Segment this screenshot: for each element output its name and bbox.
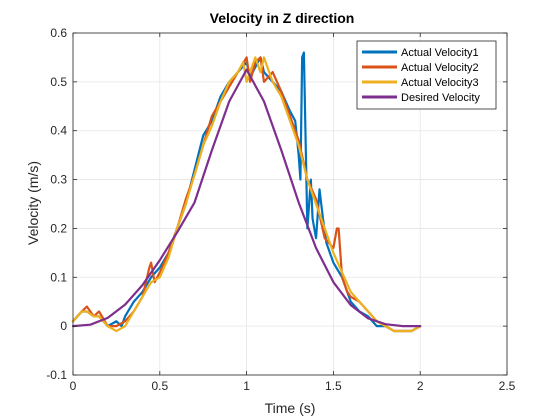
x-tick-label: 2.5: [499, 379, 516, 393]
plot-frame: [72, 32, 508, 376]
series-line-actual-velocity1: [71, 51, 422, 333]
axis-ticks: [72, 32, 508, 376]
series-line-actual-velocity3: [71, 56, 422, 333]
y-tick-label: 0.3: [50, 173, 67, 187]
y-tick-label: 0: [60, 319, 67, 333]
x-tick-label: 0: [70, 379, 77, 393]
x-tick-label: 1.5: [325, 379, 342, 393]
y-tick-label: 0.5: [50, 75, 67, 89]
legend-label: Desired Velocity: [401, 92, 480, 104]
y-tick-label: -0.1: [46, 368, 67, 382]
y-tick-label: 0.1: [50, 270, 67, 284]
x-tick-label: 1: [243, 379, 250, 393]
y-tick-label: 0.6: [50, 26, 67, 40]
chart-title: Velocity in Z direction: [210, 10, 355, 26]
data-series: [71, 51, 422, 333]
x-axis-label: Time (s): [265, 400, 316, 416]
legend-label: Actual Velocity1: [401, 47, 479, 59]
x-tick-label: 2: [417, 379, 424, 393]
y-axis-label: Velocity (m/s): [25, 161, 41, 245]
x-tick-labels: 0 0.5 1 1.5 2 2.5: [70, 379, 516, 393]
legend-label: Actual Velocity3: [401, 77, 479, 89]
series-line-desired-velocity: [71, 68, 422, 328]
y-tick-label: 0.4: [50, 124, 67, 138]
legend: Actual Velocity1 Actual Velocity2 Actual V…: [356, 40, 497, 110]
legend-label: Actual Velocity2: [401, 62, 479, 74]
y-tick-labels: -0.1 0 0.1 0.2 0.3 0.4 0.5 0.6: [46, 26, 67, 382]
y-tick-label: 0.2: [50, 221, 67, 235]
x-tick-label: 0.5: [151, 379, 168, 393]
